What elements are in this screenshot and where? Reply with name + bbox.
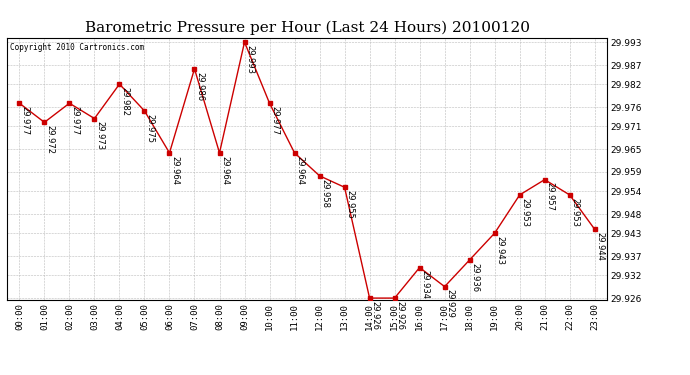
Text: 29.975: 29.975 [146,114,155,142]
Text: 29.964: 29.964 [170,156,179,184]
Text: 29.973: 29.973 [95,121,104,150]
Text: 29.953: 29.953 [571,198,580,227]
Title: Barometric Pressure per Hour (Last 24 Hours) 20100120: Barometric Pressure per Hour (Last 24 Ho… [85,21,529,35]
Text: 29.943: 29.943 [495,236,504,265]
Text: 29.964: 29.964 [295,156,304,184]
Text: 29.958: 29.958 [321,178,330,208]
Text: 29.953: 29.953 [521,198,530,227]
Text: 29.944: 29.944 [595,232,604,261]
Text: 29.982: 29.982 [121,87,130,116]
Text: 29.926: 29.926 [395,301,404,330]
Text: 29.964: 29.964 [221,156,230,184]
Text: 29.929: 29.929 [446,290,455,318]
Text: 29.986: 29.986 [195,72,204,101]
Text: 29.934: 29.934 [421,270,430,299]
Text: 29.926: 29.926 [371,301,380,330]
Text: 29.957: 29.957 [546,182,555,212]
Text: 29.977: 29.977 [21,106,30,135]
Text: 29.977: 29.977 [270,106,279,135]
Text: 29.936: 29.936 [471,262,480,292]
Text: Copyright 2010 Cartronics.com: Copyright 2010 Cartronics.com [10,43,144,52]
Text: 29.972: 29.972 [46,125,55,154]
Text: 29.977: 29.977 [70,106,79,135]
Text: 29.993: 29.993 [246,45,255,74]
Text: 29.955: 29.955 [346,190,355,219]
